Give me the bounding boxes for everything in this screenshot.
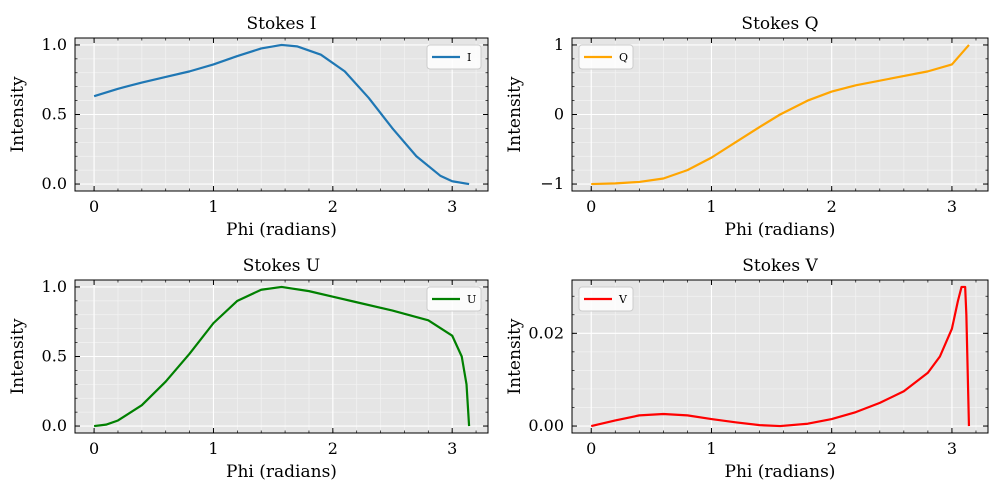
legend-label: Q bbox=[619, 51, 628, 64]
x-tick-label: 1 bbox=[208, 439, 218, 458]
x-tick-label: 0 bbox=[586, 439, 596, 458]
x-tick-label: 2 bbox=[827, 197, 837, 216]
subplot-U: 0 1 2 3 0.0 0.5 1.0 Stokes U Phi (radians) Intens… bbox=[8, 256, 489, 482]
y-axis-label: Intensity bbox=[505, 318, 525, 394]
y-tick-label: 0.00 bbox=[528, 416, 564, 435]
x-axis-label: Phi (radians) bbox=[725, 462, 836, 482]
x-tick-label: 0 bbox=[586, 197, 596, 216]
x-tick-label: 1 bbox=[706, 439, 716, 458]
x-tick-label: 1 bbox=[208, 197, 218, 216]
subplot-title: Stokes I bbox=[247, 14, 317, 34]
x-tick-label: 3 bbox=[947, 439, 957, 458]
legend: Q bbox=[578, 44, 634, 70]
legend-label: V bbox=[618, 293, 628, 306]
y-tick-label: 1.0 bbox=[42, 277, 67, 296]
x-tick-label: 0 bbox=[89, 439, 99, 458]
y-tick-label: 0.5 bbox=[42, 105, 67, 124]
subplot-title: Stokes V bbox=[742, 256, 818, 276]
legend-label: U bbox=[467, 293, 476, 306]
y-tick-label: 0.02 bbox=[528, 323, 564, 342]
subplot-V: 0 1 2 3 0.00 0.02 Stokes V Phi (radians) Intensi… bbox=[505, 256, 989, 482]
x-axis-label: Phi (radians) bbox=[226, 220, 337, 240]
legend: U bbox=[426, 286, 482, 312]
series-line-I bbox=[93, 43, 470, 186]
subplot-Q: 0 1 2 3 −1 0 1 Stokes Q Phi (radians) Intensity Q bbox=[505, 14, 989, 240]
plot-background bbox=[572, 280, 988, 433]
subplot-title: Stokes U bbox=[243, 256, 321, 276]
x-tick-label: 1 bbox=[706, 197, 716, 216]
y-axis-label: Intensity bbox=[505, 76, 525, 152]
x-tick-label: 0 bbox=[89, 197, 99, 216]
y-tick-label: 1 bbox=[554, 35, 564, 54]
legend: I bbox=[426, 44, 482, 70]
y-tick-label: 0.5 bbox=[42, 347, 67, 366]
y-tick-label: 0.0 bbox=[42, 416, 67, 435]
x-tick-label: 3 bbox=[447, 197, 457, 216]
y-axis-label: Intensity bbox=[8, 76, 28, 152]
x-tick-label: 3 bbox=[947, 197, 957, 216]
x-tick-label: 2 bbox=[827, 439, 837, 458]
y-tick-label: 0.0 bbox=[42, 174, 67, 193]
y-tick-label: 1.0 bbox=[42, 35, 67, 54]
x-axis-label: Phi (radians) bbox=[725, 220, 836, 240]
axes-frame bbox=[571, 279, 989, 434]
series-line-Q bbox=[591, 44, 970, 186]
x-axis-label: Phi (radians) bbox=[226, 462, 337, 482]
y-tick-label: 0 bbox=[554, 105, 564, 124]
subplot-title: Stokes Q bbox=[741, 14, 818, 34]
x-tick-label: 2 bbox=[328, 197, 338, 216]
series-line-V bbox=[590, 285, 971, 428]
y-tick-label: −1 bbox=[540, 174, 564, 193]
subplot-I: 0 1 2 3 0.0 0.5 1.0 Stokes I Phi (radians) Intens… bbox=[8, 14, 489, 240]
legend: V bbox=[578, 286, 634, 312]
x-tick-label: 2 bbox=[328, 439, 338, 458]
y-axis-label: Intensity bbox=[8, 318, 28, 394]
series-line-U bbox=[93, 285, 471, 428]
x-tick-label: 3 bbox=[447, 439, 457, 458]
legend-label: I bbox=[467, 51, 471, 64]
